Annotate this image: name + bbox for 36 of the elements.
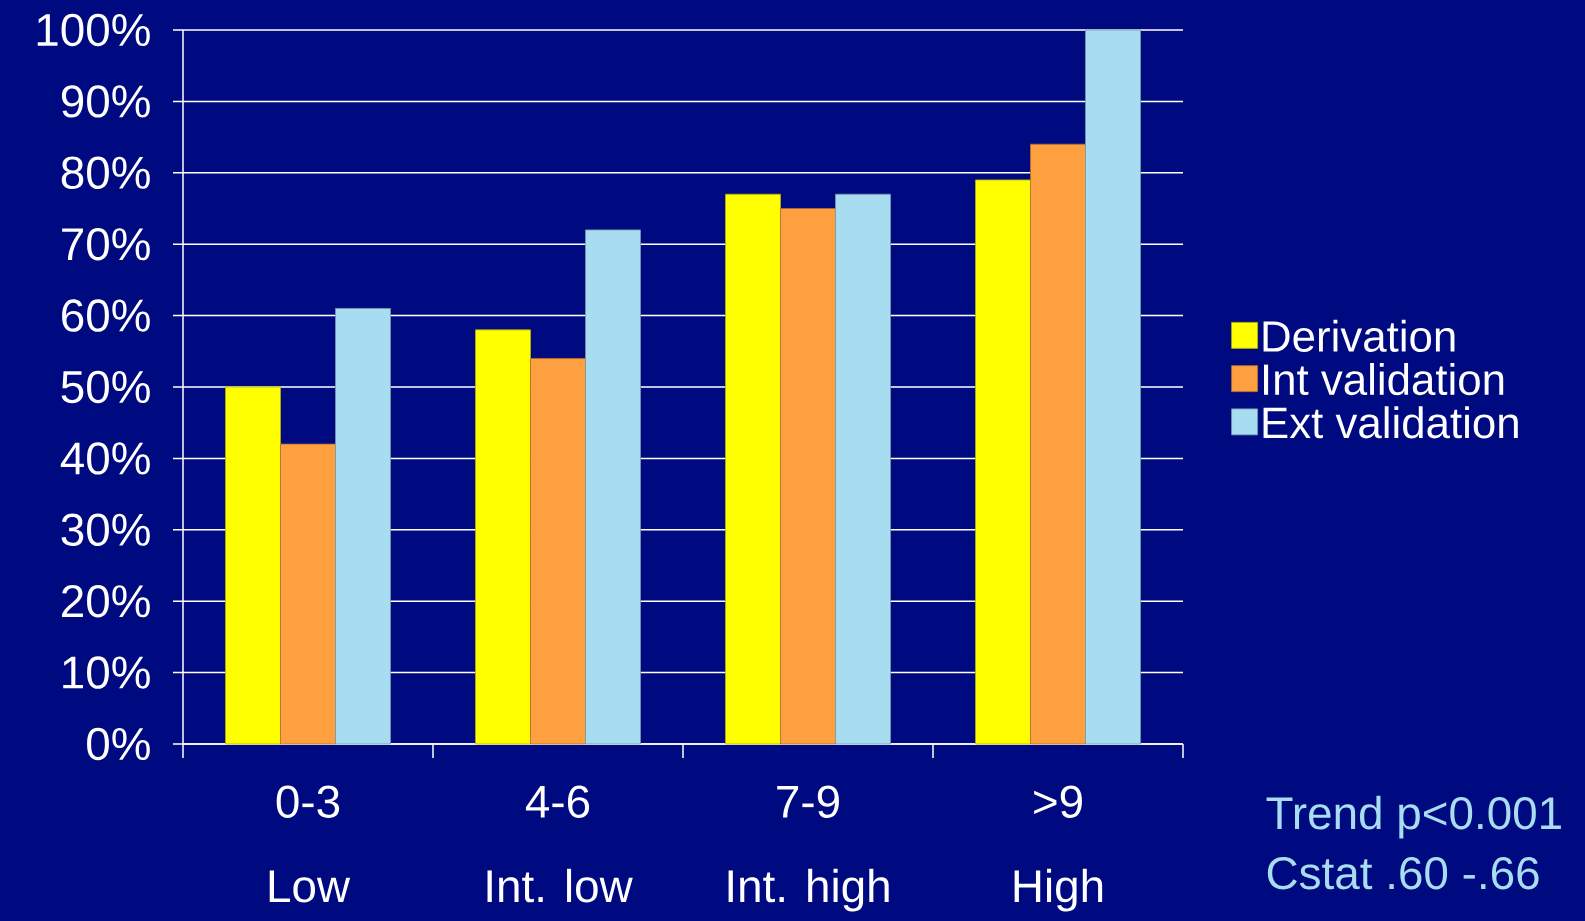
y-tick-label: 100% [37,13,150,47]
y-tick-label: 40% [60,442,150,475]
y-tick-label: 0% [87,727,150,761]
y-tick-label: 70% [62,227,150,261]
y-tick-label: 60% [62,299,150,332]
y-tick-label: 80% [61,156,150,190]
bar [335,308,391,745]
bar [725,193,781,745]
x-tick-label: 4-6 [525,785,590,818]
y-tick-label: 20% [62,584,150,618]
text: High [1014,868,1103,912]
x-tick-label: >9 [1034,785,1082,818]
legend-label: Int validation [1264,363,1504,396]
bar [585,229,641,745]
bar [280,443,336,745]
x-tick-label: 7-9 [777,785,839,818]
bar [1030,143,1086,745]
bar [780,208,836,745]
bar [975,179,1031,745]
bar [835,193,891,745]
y-tick-label: 30% [61,513,150,547]
legend-label: Derivation [1263,319,1455,352]
bar [225,386,281,745]
y-tick-label: 50% [61,370,150,404]
text: Int. low [487,868,633,903]
text: Trend p<0.001 [1266,795,1561,839]
bar [530,358,586,745]
text: Low [269,870,351,903]
x-tick-label: 0-3 [276,785,340,818]
text: Cstat .60 -.66 [1267,857,1539,890]
text: Int. high [728,868,889,912]
y-tick-label: 90% [61,85,150,118]
bar [1085,29,1141,745]
legend-label: Ext validation [1263,406,1518,439]
y-tick-label: 10% [63,656,150,689]
bar [475,329,531,745]
